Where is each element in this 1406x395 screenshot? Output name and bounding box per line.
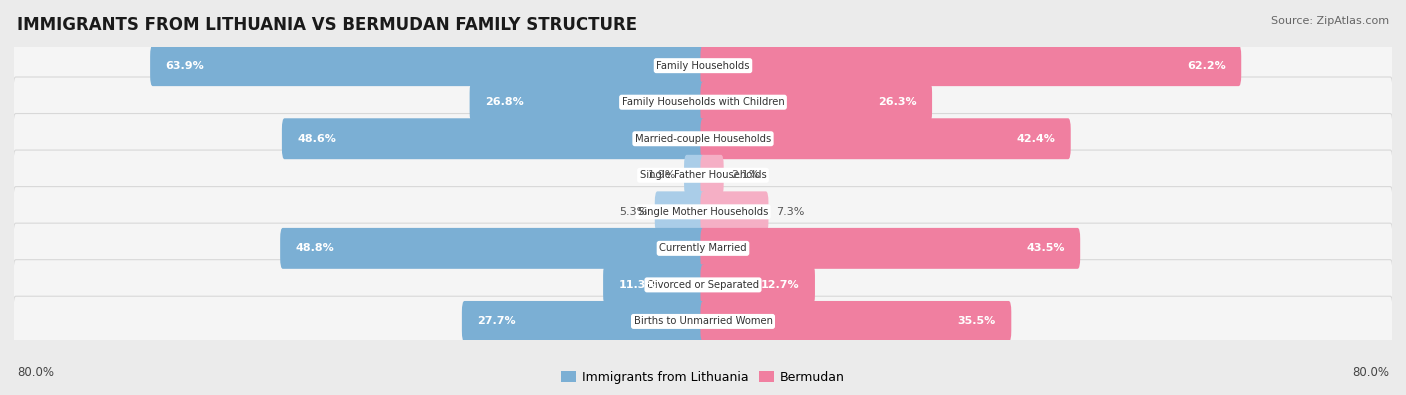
Text: 43.5%: 43.5% (1026, 243, 1064, 253)
Text: 12.7%: 12.7% (761, 280, 800, 290)
FancyBboxPatch shape (603, 264, 706, 305)
Text: 63.9%: 63.9% (166, 61, 204, 71)
FancyBboxPatch shape (700, 228, 1080, 269)
Text: 35.5%: 35.5% (957, 316, 995, 326)
Text: Currently Married: Currently Married (659, 243, 747, 253)
FancyBboxPatch shape (700, 264, 815, 305)
FancyBboxPatch shape (700, 191, 769, 232)
Text: Births to Unmarried Women: Births to Unmarried Women (634, 316, 772, 326)
FancyBboxPatch shape (13, 296, 1393, 347)
Text: 2.1%: 2.1% (731, 170, 759, 180)
FancyBboxPatch shape (13, 223, 1393, 274)
FancyBboxPatch shape (700, 118, 1071, 159)
FancyBboxPatch shape (280, 228, 706, 269)
FancyBboxPatch shape (13, 113, 1393, 164)
Text: 5.3%: 5.3% (619, 207, 647, 217)
FancyBboxPatch shape (700, 155, 724, 196)
FancyBboxPatch shape (13, 186, 1393, 237)
FancyBboxPatch shape (150, 45, 706, 86)
FancyBboxPatch shape (13, 40, 1393, 91)
Text: Single Mother Households: Single Mother Households (638, 207, 768, 217)
Text: Married-couple Households: Married-couple Households (636, 134, 770, 144)
Text: Single Father Households: Single Father Households (640, 170, 766, 180)
FancyBboxPatch shape (655, 191, 706, 232)
Text: 27.7%: 27.7% (478, 316, 516, 326)
Text: 11.3%: 11.3% (619, 280, 657, 290)
FancyBboxPatch shape (281, 118, 706, 159)
FancyBboxPatch shape (470, 82, 706, 123)
Text: Source: ZipAtlas.com: Source: ZipAtlas.com (1271, 16, 1389, 26)
FancyBboxPatch shape (463, 301, 706, 342)
Text: 48.6%: 48.6% (298, 134, 336, 144)
Text: 1.9%: 1.9% (648, 170, 676, 180)
FancyBboxPatch shape (700, 301, 1011, 342)
FancyBboxPatch shape (700, 82, 932, 123)
FancyBboxPatch shape (700, 45, 1241, 86)
Text: IMMIGRANTS FROM LITHUANIA VS BERMUDAN FAMILY STRUCTURE: IMMIGRANTS FROM LITHUANIA VS BERMUDAN FA… (17, 16, 637, 34)
Text: Family Households: Family Households (657, 61, 749, 71)
Legend: Immigrants from Lithuania, Bermudan: Immigrants from Lithuania, Bermudan (555, 366, 851, 389)
Text: 80.0%: 80.0% (17, 366, 53, 379)
Text: 7.3%: 7.3% (776, 207, 804, 217)
FancyBboxPatch shape (685, 155, 706, 196)
Text: 48.8%: 48.8% (295, 243, 335, 253)
FancyBboxPatch shape (13, 150, 1393, 201)
Text: 26.8%: 26.8% (485, 97, 524, 107)
Text: 80.0%: 80.0% (1353, 366, 1389, 379)
Text: 26.3%: 26.3% (877, 97, 917, 107)
Text: Family Households with Children: Family Households with Children (621, 97, 785, 107)
Text: 62.2%: 62.2% (1187, 61, 1226, 71)
FancyBboxPatch shape (13, 77, 1393, 128)
Text: Divorced or Separated: Divorced or Separated (647, 280, 759, 290)
FancyBboxPatch shape (13, 260, 1393, 310)
Text: 42.4%: 42.4% (1017, 134, 1056, 144)
